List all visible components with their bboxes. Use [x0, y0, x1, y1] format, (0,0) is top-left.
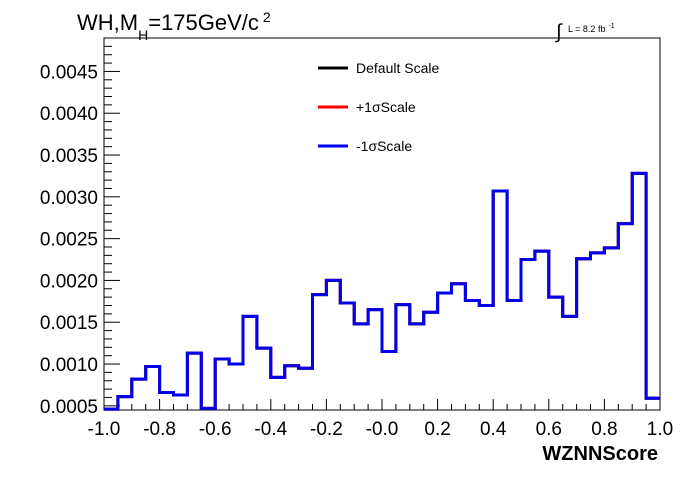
- x-tick-label: -0.0: [366, 419, 399, 440]
- legend: Default Scale +1σScale -1σScale: [318, 60, 439, 154]
- x-tick-label: 0.2: [424, 419, 450, 440]
- x-tick-label: 0.6: [536, 419, 562, 440]
- integral-icon: ∫: [555, 21, 563, 43]
- lumi-annotation: ∫ L = 8.2 fb -1: [555, 21, 615, 43]
- y-tick-label: 0.0020: [40, 271, 98, 292]
- x-tick-label: 0.4: [480, 419, 507, 440]
- y-axis-ticks: 0.0005 0.0010 0.0015 0.0020 0.0025 0.0030 0.00…: [40, 37, 120, 418]
- chart-title-superscript: 2: [263, 9, 271, 25]
- x-axis-label: WZNNScore: [542, 443, 658, 465]
- series-group: [104, 171, 660, 411]
- lumi-label-superscript: -1: [608, 23, 614, 30]
- chart-title-main: WH,M: [77, 10, 138, 35]
- x-tick-label: -0.8: [143, 419, 176, 440]
- y-tick-label: 0.0010: [40, 355, 98, 376]
- lumi-label: L = 8.2 fb -1: [568, 23, 615, 34]
- y-tick-label: 0.0035: [40, 146, 98, 167]
- y-tick-label: 0.0030: [40, 188, 98, 209]
- x-tick-label: 0.8: [591, 419, 617, 440]
- x-tick-label: -0.2: [310, 419, 343, 440]
- chart-title: WH,MH=175GeV/c 2: [77, 9, 271, 43]
- chart-title-rest: =175GeV/c: [148, 10, 259, 35]
- x-tick-label: -0.6: [199, 419, 232, 440]
- y-tick-label: 0.0025: [40, 230, 98, 251]
- legend-label: Default Scale: [356, 60, 439, 76]
- y-tick-label: 0.0005: [40, 397, 98, 418]
- chart-title-subscript: H: [138, 27, 148, 43]
- legend-label: -1σScale: [356, 138, 412, 154]
- legend-label: +1σScale: [356, 99, 416, 115]
- y-tick-label: 0.0015: [40, 313, 98, 334]
- x-tick-label: 1.0: [647, 419, 673, 440]
- lumi-label-text: L = 8.2 fb: [568, 24, 605, 34]
- x-tick-label: -1.0: [88, 419, 121, 440]
- y-tick-label: 0.0040: [40, 104, 98, 125]
- y-tick-label: 0.0045: [40, 62, 98, 83]
- x-tick-label: -0.4: [254, 419, 287, 440]
- series-line-2: [104, 171, 660, 411]
